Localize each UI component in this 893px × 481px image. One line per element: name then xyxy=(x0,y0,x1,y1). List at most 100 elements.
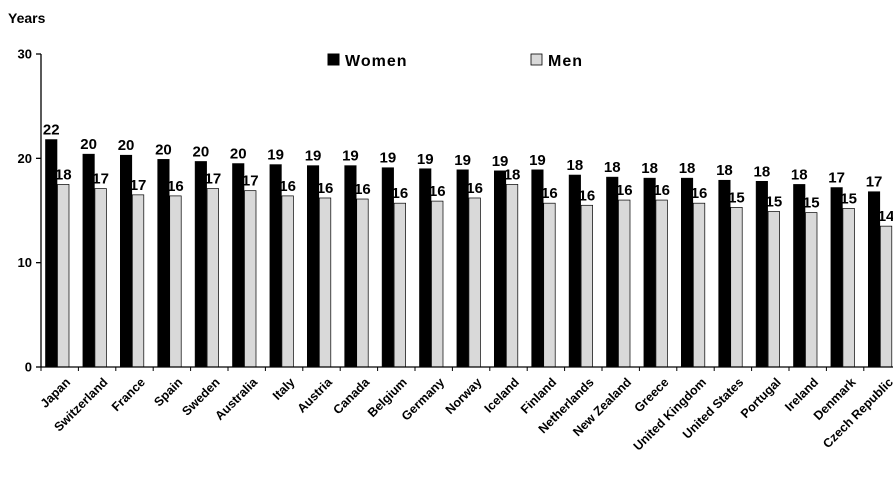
bar-men-italy xyxy=(281,195,294,368)
bar-men-germany xyxy=(431,200,444,368)
legend-swatch-men xyxy=(530,53,543,66)
bar-men-portugal xyxy=(767,211,780,368)
value-label-women: 18 xyxy=(567,157,584,174)
value-labels: 22 18 20 17 20 17 20 16 20 17 20 17 19 16 19 16 19 16 19 16… xyxy=(43,122,893,226)
value-label-men: 16 xyxy=(466,180,483,197)
bar-women-united-kingdom xyxy=(680,177,694,368)
category-label: Norway xyxy=(443,375,485,417)
bar-men-australia xyxy=(244,190,257,368)
value-label-men: 16 xyxy=(616,182,633,199)
value-label-women: 19 xyxy=(342,148,359,165)
bar-women-sweden xyxy=(194,161,207,368)
category-label: Australia xyxy=(212,374,260,422)
bar-women-denmark xyxy=(830,187,843,368)
bar-men-united-kingdom xyxy=(692,202,706,368)
bar-men-greece xyxy=(655,199,668,368)
value-label-women: 20 xyxy=(155,141,172,158)
bar-men-norway xyxy=(468,197,481,368)
category-label: Italy xyxy=(270,375,298,403)
value-label-women: 20 xyxy=(118,137,135,154)
bars xyxy=(40,139,893,371)
category-label: Austria xyxy=(295,374,336,415)
bar-men-new-zealand xyxy=(618,199,631,368)
value-label-men: 16 xyxy=(392,185,409,202)
category-label: Japan xyxy=(38,375,73,410)
bar-men-finland xyxy=(543,202,556,368)
value-label-men: 16 xyxy=(317,180,334,197)
value-label-men: 15 xyxy=(728,189,745,206)
value-label-women: 20 xyxy=(230,146,247,163)
category-label: Portugal xyxy=(738,375,784,421)
value-label-women: 18 xyxy=(716,162,733,179)
value-label-women: 18 xyxy=(791,166,808,183)
y-axis-title: Years xyxy=(8,10,46,26)
bar-men-netherlands xyxy=(580,204,593,368)
y-tick-label: 20 xyxy=(18,151,32,166)
value-label-men: 18 xyxy=(55,166,72,183)
value-label-men: 16 xyxy=(653,182,670,199)
value-label-men: 15 xyxy=(803,195,820,212)
value-label-men: 17 xyxy=(130,177,147,194)
bar-men-france xyxy=(131,194,145,368)
legend: Women Men xyxy=(327,53,583,70)
value-label-women: 19 xyxy=(380,150,397,167)
bar-women-iceland xyxy=(493,170,507,368)
value-label-men: 15 xyxy=(840,190,857,207)
value-label-women: 19 xyxy=(417,151,434,168)
bar-men-spain xyxy=(169,195,182,368)
bar-women-australia xyxy=(232,163,245,368)
bar-women-norway xyxy=(456,169,469,368)
bar-men-iceland xyxy=(505,184,519,368)
bar-women-new-zealand xyxy=(606,176,619,368)
value-label-men: 16 xyxy=(429,183,446,200)
value-label-men: 14 xyxy=(878,208,893,225)
value-label-men: 16 xyxy=(541,185,558,202)
bar-men-ireland xyxy=(805,212,818,368)
legend-label-men: Men xyxy=(548,53,583,70)
bar-women-ireland xyxy=(793,184,806,368)
category-label: Spain xyxy=(151,375,185,409)
value-label-women: 19 xyxy=(305,148,322,165)
value-label-women: 19 xyxy=(454,152,471,169)
y-tick-label: 10 xyxy=(18,255,32,270)
value-label-women: 19 xyxy=(529,152,546,169)
bar-men-belgium xyxy=(393,202,406,368)
bar-men-united-states xyxy=(730,207,743,368)
legend-label-women: Women xyxy=(345,53,407,70)
bar-men-canada xyxy=(356,198,369,368)
category-label: France xyxy=(109,375,148,414)
bar-men-sweden xyxy=(206,188,219,368)
value-label-women: 18 xyxy=(754,163,771,180)
value-label-women: 19 xyxy=(267,147,284,164)
bar-women-italy xyxy=(269,164,282,368)
value-label-men: 15 xyxy=(766,194,783,211)
value-label-men: 17 xyxy=(205,171,222,188)
value-label-men: 18 xyxy=(504,166,521,183)
bar-women-greece xyxy=(643,177,656,368)
y-tick-label: 0 xyxy=(25,360,32,375)
y-axis-ticks: 0 10 20 30 xyxy=(18,47,41,375)
bar-women-united-states xyxy=(718,179,731,368)
value-label-men: 16 xyxy=(579,187,596,204)
bar-men-czech-republic xyxy=(879,225,893,368)
bar-men-japan xyxy=(57,184,70,368)
y-tick-label: 30 xyxy=(18,47,32,62)
value-label-men: 16 xyxy=(354,181,371,198)
value-label-women: 18 xyxy=(679,160,696,177)
value-label-women: 22 xyxy=(43,122,60,139)
value-label-women: 20 xyxy=(193,143,210,160)
value-label-women: 19 xyxy=(492,153,509,170)
axes xyxy=(40,54,893,368)
bar-men-austria xyxy=(318,197,332,368)
bar-men-switzerland xyxy=(94,188,107,368)
value-label-men: 17 xyxy=(242,173,259,190)
value-label-women: 18 xyxy=(604,159,621,176)
value-label-women: 18 xyxy=(641,160,658,177)
value-label-men: 16 xyxy=(167,178,184,195)
value-label-women: 17 xyxy=(866,174,883,191)
value-label-men: 17 xyxy=(92,171,109,188)
value-label-women: 20 xyxy=(80,136,97,153)
value-label-men: 16 xyxy=(691,185,708,202)
